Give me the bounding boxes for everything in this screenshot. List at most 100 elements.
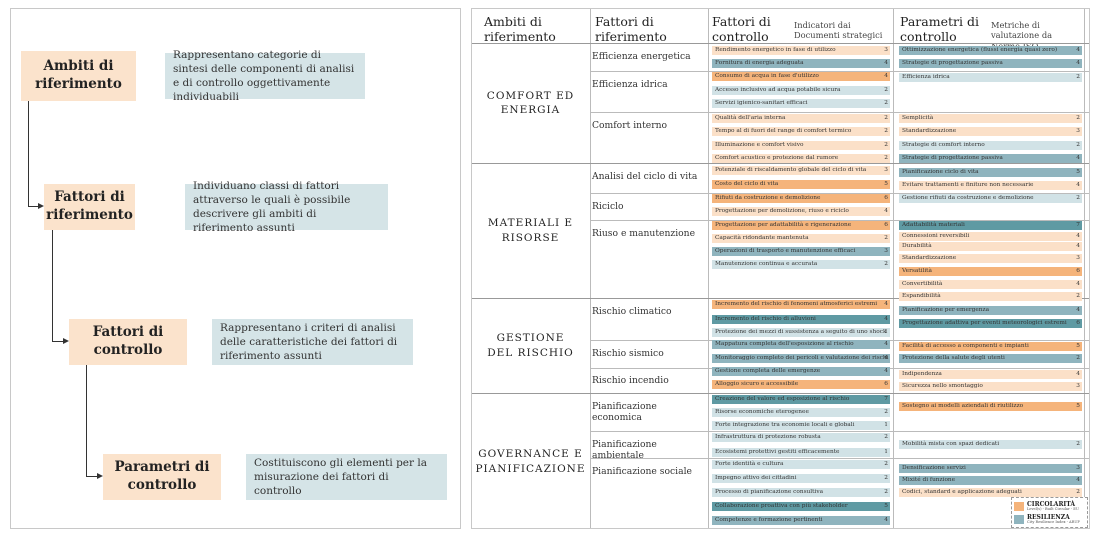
metrica-bar: Progettazione adattiva per eventi meteor… xyxy=(899,319,1082,328)
indicatore-score: 2 xyxy=(884,235,888,241)
indicatore-score: 4 xyxy=(884,208,888,214)
legend-swatch xyxy=(1014,502,1024,511)
metrica-score: 6 xyxy=(1076,268,1080,274)
metrica-score: 5 xyxy=(1076,343,1080,349)
fattore-label: Riciclo xyxy=(592,200,624,212)
indicatore-score: 4 xyxy=(884,73,888,79)
metrica-label: Strategie di progettazione passiva xyxy=(902,60,1003,66)
connector-line xyxy=(86,476,97,477)
metrica-score: 3 xyxy=(1076,383,1080,389)
indicatore-label: Protezione dei mezzi di sussistenza a se… xyxy=(715,329,887,335)
ambito-divider xyxy=(472,393,1089,394)
fattore-divider xyxy=(590,431,1089,432)
indicatore-score: 4 xyxy=(884,316,888,322)
indicatore-bar: Tempo al di fuori del range di comfort t… xyxy=(712,127,890,136)
legend-swatch xyxy=(1014,515,1024,524)
fattore-label: Analisi del ciclo di vita xyxy=(592,171,698,182)
ambito-label: COMFORT ED ENERGIA xyxy=(486,89,575,116)
metrica-bar: Espandibilità 2 xyxy=(899,292,1082,301)
indicatore-label: Processo di pianificazione consultiva xyxy=(715,489,824,495)
indicatore-score: 2 xyxy=(884,409,888,415)
indicatore-bar: Impegno attivo dei cittadini 2 xyxy=(712,474,890,483)
indicatore-label: Consumo di acqua in fase d'utilizzo xyxy=(715,73,819,79)
indicatore-label: Alloggio sicuro e accessibile xyxy=(715,381,799,387)
indicatore-label: Capacità ridondante mantenuta xyxy=(715,235,809,241)
indicatore-label: Incremento del rischio di fenomeni atmos… xyxy=(715,301,878,307)
indicatore-label: Costo del ciclo di vita xyxy=(715,181,779,187)
metrica-label: Evitare trattamenti e finiture non neces… xyxy=(902,182,1034,188)
indicatore-bar: Servizi igienico-sanitari efficaci 2 xyxy=(712,99,890,108)
indicatore-score: 1 xyxy=(884,329,888,335)
fattore-label: Efficienza energetica xyxy=(592,51,691,62)
arrow-head-icon xyxy=(63,338,69,344)
metrica-label: Protezione della salute degli utenti xyxy=(902,355,1005,361)
level-box-ambiti: Ambiti di riferimento xyxy=(21,51,136,101)
indicatore-bar: Gestione completa delle emergenze 4 xyxy=(712,367,890,376)
level-box-parametri: Parametri di controllo xyxy=(103,454,221,500)
ambito-divider xyxy=(472,163,1089,164)
indicatore-score: 4 xyxy=(884,368,888,374)
level-desc-parametri: Costituiscono gli elementi per la misura… xyxy=(246,454,447,500)
indicatore-label: Collaborazione proattiva con più stakeho… xyxy=(715,503,848,509)
indicatore-bar: Alloggio sicuro e accessibile 6 xyxy=(712,380,890,389)
legend-source: City Resilience Index - ARUP xyxy=(1027,519,1080,524)
metrica-label: Strategie di progettazione passiva xyxy=(902,155,1003,161)
metrica-score: 3 xyxy=(1076,128,1080,134)
indicatore-bar: Capacità ridondante mantenuta 2 xyxy=(712,234,890,243)
indicatore-score: 4 xyxy=(884,355,888,361)
indicatore-bar: Infrastruttura di protezione robusta 2 xyxy=(712,433,890,442)
indicatore-label: Gestione completa delle emergenze xyxy=(715,368,821,374)
level-title: Fattori di controllo xyxy=(92,324,164,358)
connector-line xyxy=(52,341,63,342)
metrica-score: 2 xyxy=(1076,142,1080,148)
metrica-score: 4 xyxy=(1076,60,1080,66)
metrica-bar: Adattabilità materiali 7 xyxy=(899,221,1082,230)
fattore-label: Efficienza idrica xyxy=(592,79,668,90)
indicatore-bar: Creazione del valore ed esposizione al r… xyxy=(712,395,890,404)
indicatore-label: Incremento del rischio di alluvioni xyxy=(715,316,816,322)
level-box-fattori-riferimento: Fattori di riferimento xyxy=(44,184,135,230)
indicatore-label: Illuminazione e comfort visivo xyxy=(715,142,804,148)
metrica-label: Efficienza idrica xyxy=(902,74,950,80)
indicatore-bar: Potenziale di riscaldamento globale del … xyxy=(712,166,890,175)
indicatore-score: 2 xyxy=(884,142,888,148)
indicatore-label: Monitoraggio completo dei pericoli e val… xyxy=(715,355,889,361)
header-parametri: Parametri di controllo xyxy=(900,14,979,44)
metrica-bar: Codici, standard e applicazione adeguati… xyxy=(899,488,1082,497)
indicatore-score: 2 xyxy=(884,489,888,495)
metrica-bar: Convertibilità 4 xyxy=(899,280,1082,289)
metrica-score: 3 xyxy=(1076,465,1080,471)
indicatore-bar: Rifiuti da costruzione e demolizione 6 xyxy=(712,194,890,203)
column-divider xyxy=(708,9,709,528)
indicatore-score: 6 xyxy=(884,381,888,387)
legend-source: Level(s) - Built Circular - EU xyxy=(1027,506,1079,511)
metrica-score: 4 xyxy=(1076,371,1080,377)
level-desc: Costituiscono gli elementi per la misura… xyxy=(254,456,427,498)
legend-title: RESILIENZA xyxy=(1027,513,1070,521)
indicatore-score: 2 xyxy=(884,115,888,121)
metrica-bar: Indipendenza 4 xyxy=(899,370,1082,379)
metrica-label: Versatilità xyxy=(902,268,932,274)
fattore-label: Rischio sismico xyxy=(592,348,664,359)
indicatore-bar: Accesso inclusivo ad acqua potabile sicu… xyxy=(712,86,890,95)
metrica-bar: Sicurezza nello smontaggio 3 xyxy=(899,382,1082,391)
metrica-bar: Sostegno ai modelli aziendali di riutili… xyxy=(899,402,1082,411)
indicatore-bar: Illuminazione e comfort visivo 2 xyxy=(712,141,890,150)
header-ambiti: Ambiti di riferimento xyxy=(484,14,556,44)
metrica-label: Pianificazione per emergenza xyxy=(902,307,990,313)
indicatore-bar: Comfort acustico e protezione dal rumore… xyxy=(712,154,890,163)
metrica-score: 4 xyxy=(1076,477,1080,483)
indicatore-score: 2 xyxy=(884,87,888,93)
indicatore-score: 5 xyxy=(884,503,888,509)
indicatore-bar: Incremento del rischio di alluvioni 4 xyxy=(712,315,890,324)
metrica-bar: Versatilità 6 xyxy=(899,267,1082,276)
indicatore-score: 2 xyxy=(884,261,888,267)
indicatore-label: Fornitura di energia adeguata xyxy=(715,60,804,66)
metrica-score: 5 xyxy=(1076,169,1080,175)
level-desc-ambiti: Rappresentano categorie di sintesi delle… xyxy=(165,49,365,103)
ambito-label: GOVERNANCE E PIANIFICAZIONE xyxy=(475,448,586,475)
indicatore-score: 1 xyxy=(884,449,888,455)
metrica-label: Codici, standard e applicazione adeguati xyxy=(902,489,1022,495)
metrica-bar: Semplicità 2 xyxy=(899,114,1082,123)
metrica-label: Progettazione adattiva per eventi meteor… xyxy=(902,320,1067,326)
